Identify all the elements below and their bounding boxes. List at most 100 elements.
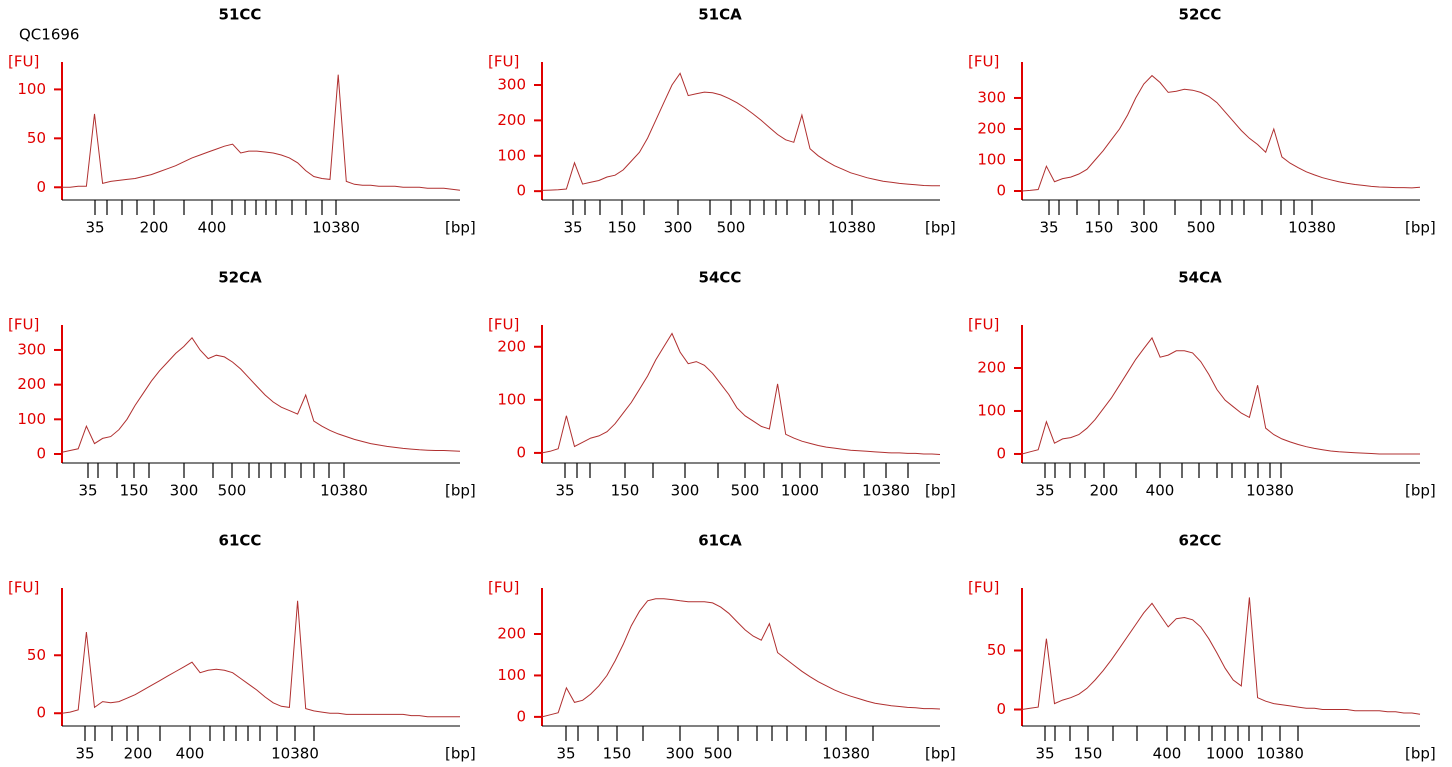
y-axis-label: [FU] bbox=[968, 316, 999, 334]
x-axis-label: [bp] bbox=[1405, 482, 1436, 500]
trace bbox=[62, 74, 461, 191]
x-axis-label: [bp] bbox=[925, 745, 956, 763]
y-axis-label: [FU] bbox=[8, 53, 39, 71]
x-tick-label: 35 bbox=[1039, 219, 1058, 237]
y-tick-label: 200 bbox=[497, 625, 526, 643]
y-axis-label: [FU] bbox=[968, 53, 999, 71]
y-tick-label: 300 bbox=[17, 340, 46, 358]
x-tick-label: 35 bbox=[78, 482, 97, 500]
y-tick-label: 200 bbox=[977, 358, 1006, 376]
x-tick-label: 10380 bbox=[1246, 482, 1294, 500]
x-tick-label: 10380 bbox=[1256, 745, 1304, 763]
x-tick-label: 150 bbox=[120, 482, 149, 500]
x-tick-label: 10380 bbox=[828, 219, 876, 237]
y-tick-label: 300 bbox=[497, 76, 526, 94]
x-axis-label: [bp] bbox=[1405, 219, 1436, 237]
y-axis-label: [FU] bbox=[968, 579, 999, 597]
x-tick-label: 200 bbox=[124, 745, 153, 763]
x-tick-label: 300 bbox=[170, 482, 199, 500]
x-tick-label: 10380 bbox=[271, 745, 319, 763]
y-axis-label: [FU] bbox=[488, 53, 519, 71]
x-tick-label: 300 bbox=[1130, 219, 1159, 237]
y-tick-label: 50 bbox=[27, 646, 46, 664]
annotation: QC1696 bbox=[19, 26, 79, 44]
x-tick-label: 400 bbox=[176, 745, 205, 763]
chart-title: 54CA bbox=[1178, 269, 1222, 287]
trace bbox=[541, 72, 940, 191]
x-tick-label: 150 bbox=[611, 482, 640, 500]
y-tick-label: 100 bbox=[497, 666, 526, 684]
chart-title: 54CC bbox=[699, 269, 742, 287]
trace bbox=[541, 332, 941, 455]
chart-title: 61CC bbox=[219, 532, 262, 550]
x-tick-label: 400 bbox=[1146, 482, 1175, 500]
x-tick-label: 35 bbox=[75, 745, 94, 763]
x-tick-label: 500 bbox=[731, 482, 760, 500]
x-axis-label: [bp] bbox=[1405, 745, 1436, 763]
x-tick-label: 500 bbox=[704, 745, 733, 763]
trace bbox=[61, 600, 460, 718]
chart-title: 52CA bbox=[218, 269, 262, 287]
x-tick-label: 10380 bbox=[862, 482, 910, 500]
trace bbox=[1021, 336, 1420, 455]
y-tick-label: 100 bbox=[497, 390, 526, 408]
y-tick-label: 100 bbox=[17, 80, 46, 98]
x-axis-label: [bp] bbox=[445, 745, 476, 763]
chart-title: 62CC bbox=[1179, 532, 1222, 550]
y-tick-label: 0 bbox=[996, 182, 1006, 200]
y-tick-label: 0 bbox=[36, 178, 46, 196]
trace bbox=[1021, 74, 1421, 192]
x-tick-label: 35 bbox=[563, 219, 582, 237]
x-tick-label: 35 bbox=[85, 219, 104, 237]
y-axis-label: [FU] bbox=[8, 579, 39, 597]
y-tick-label: 200 bbox=[497, 111, 526, 129]
chart-title: 61CA bbox=[698, 532, 742, 550]
y-tick-label: 100 bbox=[977, 401, 1006, 419]
x-tick-label: 1000 bbox=[781, 482, 819, 500]
x-tick-label: 10380 bbox=[1288, 219, 1336, 237]
chart-title: 52CC bbox=[1179, 6, 1222, 24]
y-tick-label: 50 bbox=[27, 129, 46, 147]
chart-title: 51CC bbox=[219, 6, 262, 24]
x-axis-label: [bp] bbox=[925, 219, 956, 237]
y-axis-label: [FU] bbox=[8, 316, 39, 334]
x-tick-label: 150 bbox=[1085, 219, 1114, 237]
y-tick-label: 0 bbox=[996, 700, 1006, 718]
x-tick-label: 200 bbox=[140, 219, 169, 237]
x-tick-label: 150 bbox=[603, 745, 632, 763]
y-tick-label: 0 bbox=[36, 704, 46, 722]
x-tick-label: 300 bbox=[666, 745, 695, 763]
x-axis-label: [bp] bbox=[925, 482, 956, 500]
y-tick-label: 200 bbox=[977, 119, 1006, 137]
y-tick-label: 50 bbox=[987, 641, 1006, 659]
x-tick-label: 150 bbox=[608, 219, 637, 237]
x-tick-label: 10380 bbox=[312, 219, 360, 237]
y-tick-label: 100 bbox=[17, 410, 46, 428]
y-tick-label: 0 bbox=[516, 182, 526, 200]
x-tick-label: 10380 bbox=[822, 745, 870, 763]
x-tick-label: 1000 bbox=[1206, 745, 1244, 763]
x-tick-label: 300 bbox=[671, 482, 700, 500]
x-tick-label: 300 bbox=[664, 219, 693, 237]
x-tick-label: 400 bbox=[198, 219, 227, 237]
trace bbox=[541, 598, 941, 718]
x-tick-label: 35 bbox=[1035, 482, 1054, 500]
x-tick-label: 400 bbox=[1153, 745, 1182, 763]
chart-title: 51CA bbox=[698, 6, 742, 24]
y-axis-label: [FU] bbox=[488, 316, 519, 334]
x-tick-label: 500 bbox=[717, 219, 746, 237]
x-tick-label: 35 bbox=[555, 482, 574, 500]
x-tick-label: 150 bbox=[1074, 745, 1103, 763]
x-tick-label: 500 bbox=[218, 482, 247, 500]
trace bbox=[61, 336, 461, 453]
x-axis-label: [bp] bbox=[445, 219, 476, 237]
y-tick-label: 0 bbox=[516, 443, 526, 461]
y-tick-label: 0 bbox=[996, 444, 1006, 462]
y-tick-label: 0 bbox=[36, 444, 46, 462]
y-tick-label: 200 bbox=[497, 337, 526, 355]
x-axis-label: [bp] bbox=[445, 482, 476, 500]
x-tick-label: 200 bbox=[1090, 482, 1119, 500]
x-tick-label: 10380 bbox=[320, 482, 368, 500]
y-axis-label: [FU] bbox=[488, 579, 519, 597]
